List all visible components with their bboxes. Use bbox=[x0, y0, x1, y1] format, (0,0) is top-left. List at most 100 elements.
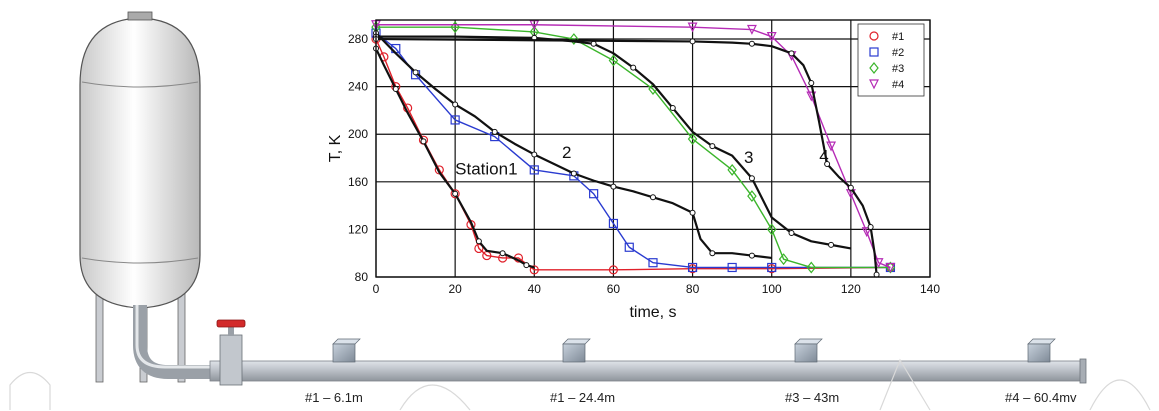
x-tick-label: 100 bbox=[762, 282, 782, 296]
data-marker bbox=[687, 22, 698, 33]
model-marker bbox=[570, 170, 577, 177]
sensor-box-2 bbox=[562, 338, 591, 363]
legend-entry-label: #2 bbox=[892, 47, 904, 59]
x-tick-label: 60 bbox=[607, 282, 621, 296]
data-marker bbox=[589, 189, 599, 199]
data-marker bbox=[767, 262, 777, 273]
y-axis-label: T, K bbox=[327, 134, 344, 162]
model-marker bbox=[689, 38, 696, 45]
shutoff-valve bbox=[216, 319, 246, 386]
data-marker bbox=[450, 115, 460, 125]
series-line-1 bbox=[375, 38, 891, 271]
plot-frame bbox=[375, 19, 931, 278]
y-tick-label: 80 bbox=[355, 270, 369, 284]
model-marker bbox=[788, 229, 795, 236]
data-marker bbox=[869, 62, 879, 74]
model-marker bbox=[650, 194, 656, 201]
model-marker bbox=[392, 86, 399, 93]
x-tick-label: 140 bbox=[920, 282, 940, 296]
valve-handle bbox=[216, 319, 246, 328]
model-marker bbox=[452, 190, 459, 197]
data-marker bbox=[687, 262, 698, 273]
legend-entry-label: #4 bbox=[892, 79, 904, 91]
data-marker bbox=[727, 262, 737, 273]
pipe-end-cap bbox=[1079, 358, 1087, 384]
data-marker bbox=[778, 253, 789, 266]
model-marker bbox=[412, 69, 419, 76]
model-marker bbox=[748, 252, 755, 259]
chart-legend: #1 #2 #3 #4 bbox=[857, 23, 925, 97]
x-tick-label: 0 bbox=[373, 282, 380, 296]
data-marker bbox=[624, 242, 634, 252]
data-marker bbox=[766, 223, 777, 236]
model-marker bbox=[420, 138, 427, 145]
y-tick-label: 160 bbox=[348, 175, 368, 189]
model-marker bbox=[689, 209, 696, 216]
data-marker bbox=[746, 24, 757, 35]
sensor-box-4-front bbox=[1027, 343, 1051, 363]
plot-background bbox=[376, 20, 930, 277]
legend-box bbox=[857, 23, 925, 97]
y-tick-label: 280 bbox=[348, 32, 368, 46]
valve-stem bbox=[228, 326, 234, 336]
data-marker bbox=[569, 33, 579, 45]
y-tick-label: 120 bbox=[348, 222, 368, 236]
tank-weld-bottom bbox=[81, 257, 199, 264]
model-curve-model-2 bbox=[375, 32, 772, 260]
data-marker bbox=[529, 265, 539, 275]
chart-series bbox=[371, 20, 896, 278]
model-marker bbox=[669, 105, 676, 112]
chart-annotation: 3 bbox=[744, 148, 753, 167]
tank-outlet-elbow bbox=[133, 305, 215, 379]
legend-entry-label: #1 bbox=[892, 31, 904, 43]
x-tick-label: 40 bbox=[528, 282, 542, 296]
data-marker bbox=[747, 190, 757, 203]
y-tick-label: 200 bbox=[348, 127, 368, 141]
model-marker bbox=[491, 128, 498, 135]
x-axis-label: time, s bbox=[629, 304, 676, 321]
model-marker bbox=[748, 40, 755, 47]
data-marker bbox=[450, 21, 460, 34]
model-marker bbox=[709, 143, 716, 150]
data-marker bbox=[529, 165, 539, 175]
data-marker bbox=[861, 227, 872, 238]
sensor-label-2: #1 – 24.4m bbox=[550, 390, 616, 405]
sensor-box-1 bbox=[332, 338, 361, 363]
x-tick-label: 80 bbox=[686, 282, 700, 296]
data-marker bbox=[648, 258, 658, 268]
model-marker bbox=[867, 224, 874, 231]
tank-outlet-elbow-highlight bbox=[135, 305, 215, 369]
model-marker bbox=[531, 151, 538, 158]
sensor-label-1: #1 – 6.1m bbox=[305, 390, 363, 405]
model-marker bbox=[748, 175, 755, 182]
chart-axes: 0 20 40 60 80 100 120 140 80 120 160 200 240 280 time,… bbox=[327, 19, 940, 321]
model-curve-model-1 bbox=[375, 48, 535, 269]
data-marker bbox=[885, 262, 896, 273]
data-marker bbox=[826, 141, 837, 152]
sensor-box-3 bbox=[794, 338, 823, 363]
tank-weld-top bbox=[81, 81, 199, 88]
model-marker bbox=[630, 64, 637, 71]
model-marker bbox=[847, 184, 854, 191]
sensor-box-4 bbox=[1027, 338, 1056, 363]
sensor-box-1-front bbox=[332, 343, 356, 363]
chart-annotation: 4 bbox=[819, 147, 828, 166]
sensor-box-2-front bbox=[562, 343, 586, 363]
tank-top-fitting bbox=[127, 11, 153, 21]
x-tick-label: 120 bbox=[841, 282, 861, 296]
model-marker bbox=[523, 262, 530, 269]
data-marker bbox=[687, 133, 698, 145]
sensor-label-4: #4 – 60.4mv bbox=[1005, 390, 1077, 405]
model-marker bbox=[808, 80, 815, 87]
model-marker bbox=[590, 40, 597, 47]
series-line-3 bbox=[376, 26, 891, 269]
chart-grid bbox=[375, 20, 931, 278]
data-marker bbox=[869, 47, 879, 57]
data-marker bbox=[608, 265, 619, 275]
data-marker bbox=[806, 261, 817, 274]
sensor-box-3-front bbox=[794, 343, 818, 363]
y-tick-label: 240 bbox=[348, 80, 368, 94]
model-marker bbox=[709, 250, 716, 257]
